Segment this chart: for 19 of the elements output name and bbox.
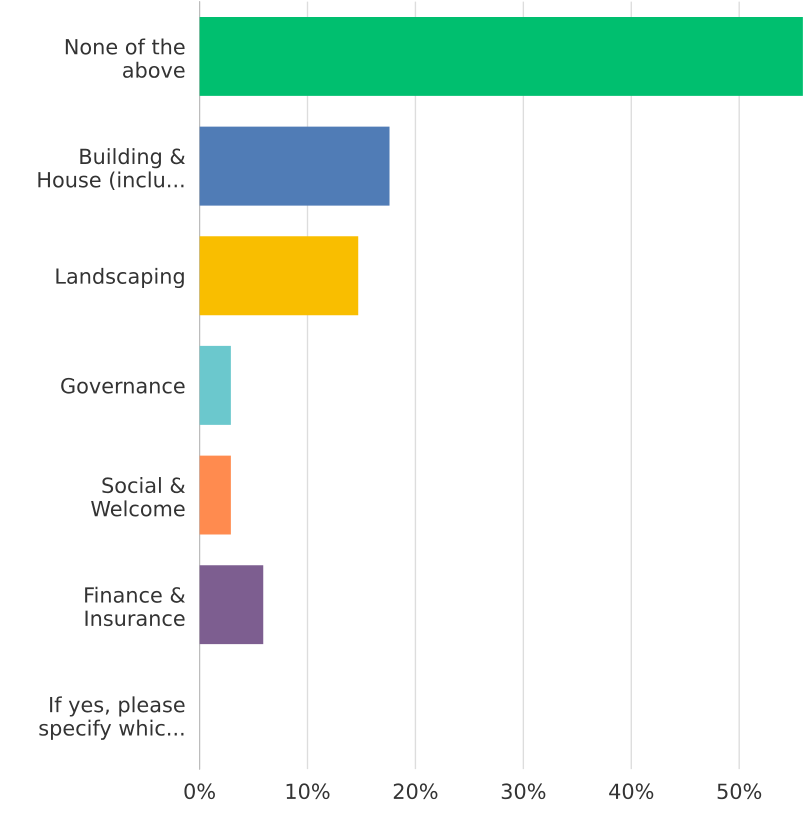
bar (200, 456, 231, 535)
x-tick-label: 50% (718, 783, 762, 800)
y-tick-label: Finance & Insurance (85, 586, 186, 626)
x-tick-label: 30% (502, 783, 546, 800)
bar (200, 236, 358, 316)
y-tick-label: Landscaping (56, 268, 184, 288)
y-tick-label: Social & Welcome (91, 477, 186, 517)
y-tick-label: If yes, please specify whic... (39, 696, 185, 740)
x-tick-label: 40% (609, 783, 654, 800)
bar (200, 126, 390, 206)
y-tick-label: Governance (61, 378, 185, 394)
bar (200, 346, 231, 425)
bar (200, 16, 803, 96)
x-tick-label: 20% (394, 783, 438, 800)
x-tick-label: 10% (286, 783, 330, 800)
y-tick-label: None of the above (66, 38, 185, 78)
x-tick-label: 0% (184, 783, 215, 800)
y-tick-label: Building & House (inclu... (38, 148, 186, 190)
bar (200, 565, 264, 644)
